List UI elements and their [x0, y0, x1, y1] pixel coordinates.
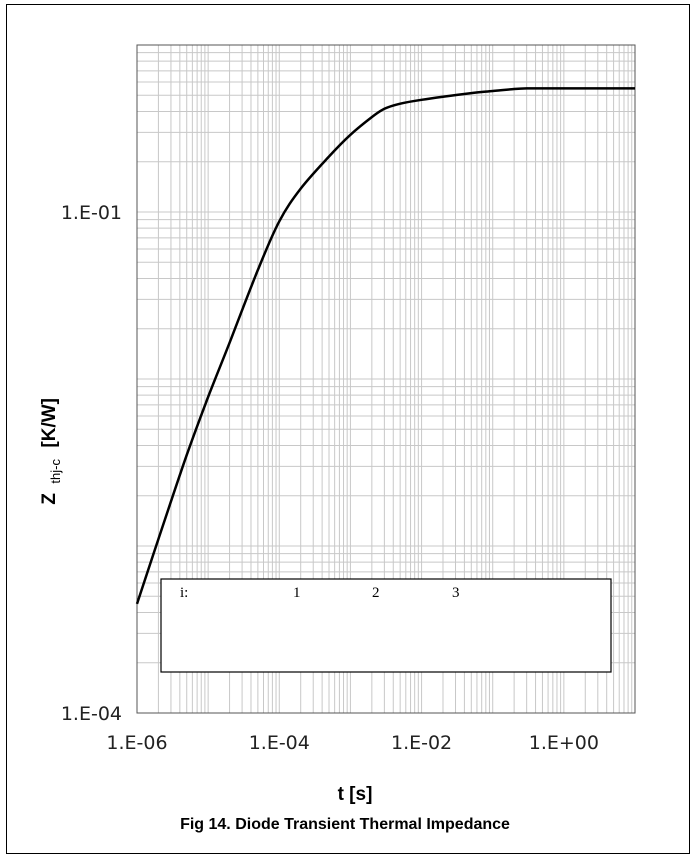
- zth-curve-line: [135, 87, 635, 605]
- y-tick-label: 1.E-01: [61, 202, 122, 224]
- y-tick-label: 1.E-04: [61, 703, 122, 725]
- y-axis-label: [K/W] thj-c Z: [39, 398, 63, 505]
- x-tick-label: 1.E+00: [529, 732, 599, 754]
- chart-frame: [6, 4, 690, 854]
- table-col-3: 3: [452, 585, 460, 601]
- x-tick-label: 1.E-02: [391, 732, 452, 754]
- table-col-1: 1: [293, 585, 301, 601]
- x-tick-label: 1.E-06: [106, 732, 167, 754]
- table-header-label: i:: [180, 585, 188, 601]
- y-axis-label-subscript: thj-c: [48, 459, 63, 484]
- y-axis-label-symbol: Z: [39, 493, 60, 505]
- figure-caption: Fig 14. Diode Transient Thermal Impedanc…: [180, 816, 510, 833]
- x-tick-label: 1.E-04: [249, 732, 310, 754]
- parameter-table-box: [160, 578, 612, 673]
- plot-area: [136, 44, 636, 714]
- table-col-2: 2: [372, 585, 380, 601]
- tick-labels: 1.E-06 1.E-04 1.E-02 1.E+00 1.E-04 1.E-01: [61, 202, 599, 754]
- y-axis-label-unit: [K/W]: [39, 398, 60, 448]
- x-axis-label: t [s]: [338, 784, 373, 805]
- parameter-table: i: 1 2 3: [160, 578, 612, 673]
